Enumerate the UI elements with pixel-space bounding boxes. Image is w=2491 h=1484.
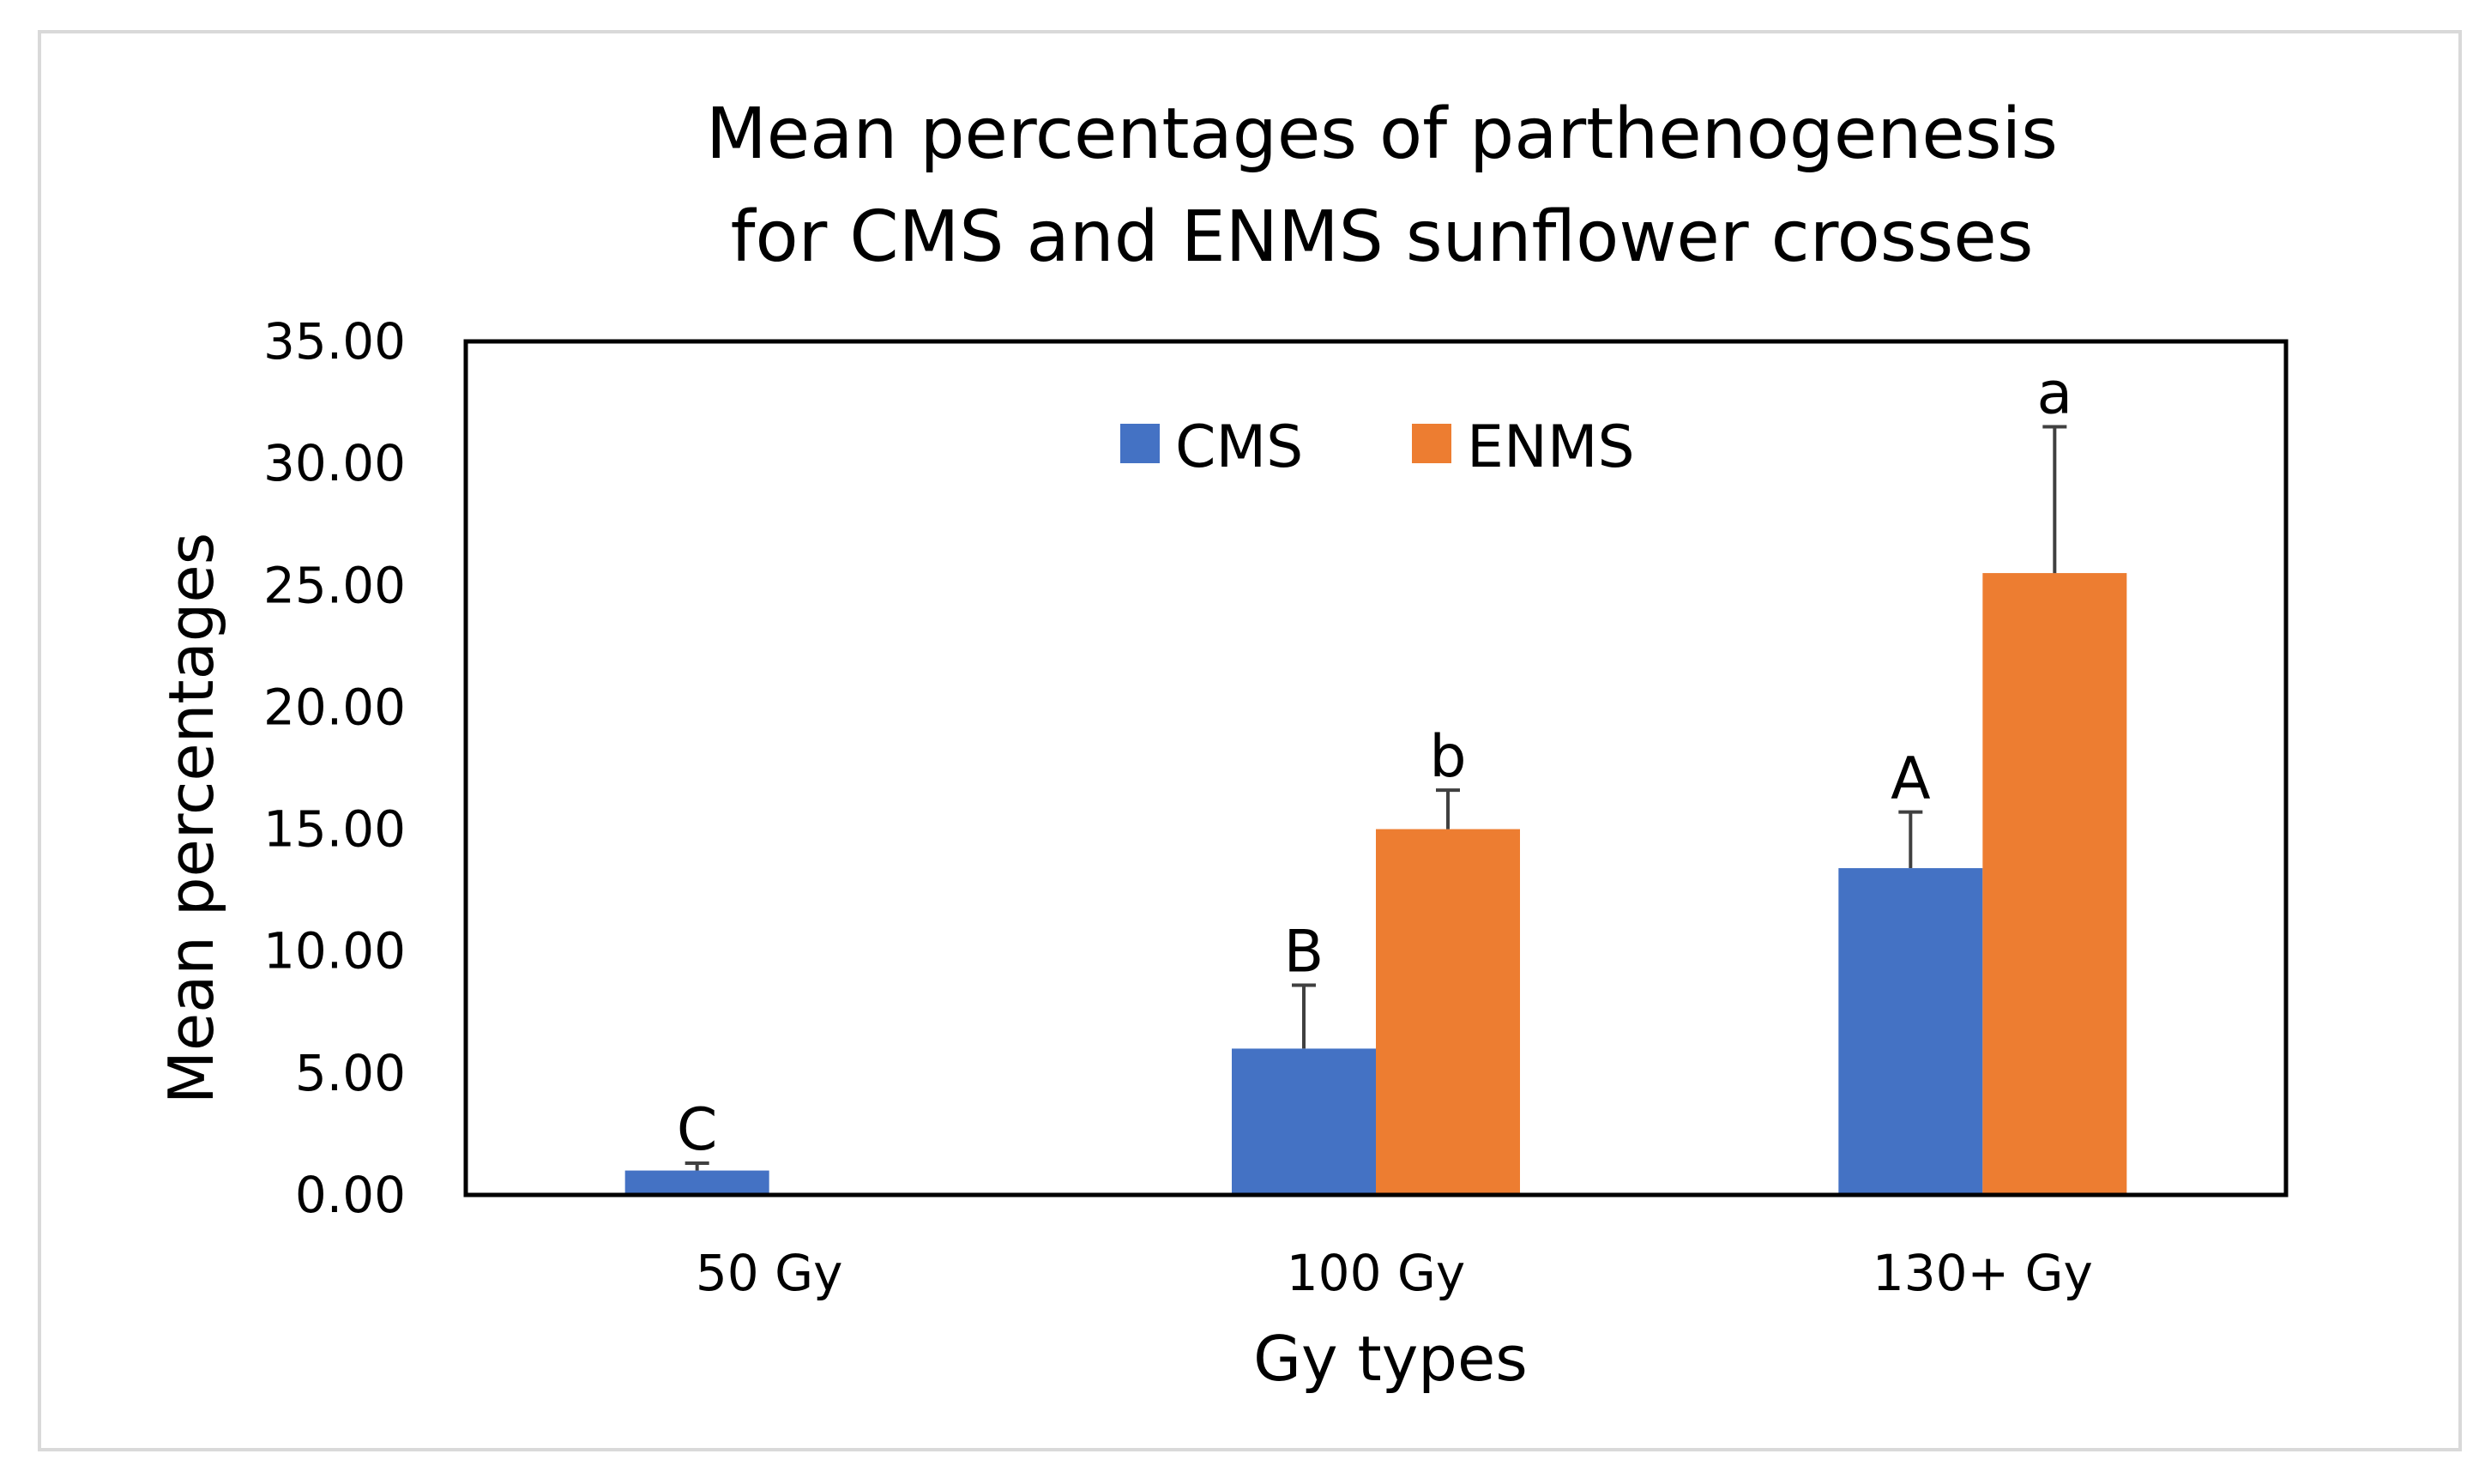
chart-title-line-1: Mean percentages of parthenogenesis xyxy=(706,94,2058,175)
y-tick-label: 20.00 xyxy=(263,678,406,736)
plot-area xyxy=(463,339,2289,1197)
bar-cms xyxy=(1232,1048,1376,1195)
bar-cms xyxy=(1838,868,1983,1195)
bar-enms xyxy=(1376,829,1520,1195)
x-tick-label: 100 Gy xyxy=(1287,1244,1465,1302)
y-axis-title: Mean percentages xyxy=(155,533,227,1104)
bar-series xyxy=(624,573,2127,1195)
legend-swatch-cms xyxy=(1120,424,1160,463)
y-tick-label: 0.00 xyxy=(295,1166,406,1224)
y-tick-label: 10.00 xyxy=(263,922,406,980)
x-axis-title: Gy types xyxy=(1253,1323,1528,1395)
y-tick-labels: 0.00 5.00 10.00 15.00 20.00 25.00 30.00 35.00 xyxy=(263,312,406,1224)
chart-title-line-2: for CMS and ENMS sunflower crosses xyxy=(731,196,2034,278)
legend-swatch-enms xyxy=(1412,424,1451,463)
significance-labels: C B Ab a xyxy=(677,360,2072,1165)
significance-label: A xyxy=(1891,745,1931,813)
y-tick-label: 30.00 xyxy=(263,434,406,492)
bar-enms xyxy=(1982,573,2127,1195)
error-bars xyxy=(685,425,2067,1171)
significance-label: a xyxy=(2036,360,2072,428)
x-tick-label: 50 Gy xyxy=(696,1244,843,1302)
y-tick-label: 15.00 xyxy=(263,800,406,859)
significance-label: B xyxy=(1284,919,1324,986)
significance-label: C xyxy=(677,1096,717,1164)
x-tick-label: 130+ Gy xyxy=(1873,1244,2093,1302)
legend: CMS ENMS xyxy=(1120,413,1635,481)
bar-cms xyxy=(624,1170,769,1195)
legend-label-enms: ENMS xyxy=(1467,413,1635,481)
y-tick-label: 35.00 xyxy=(263,312,406,371)
chart-frame: Mean percentages of parthenogenesis for … xyxy=(38,30,2462,1451)
x-tick-labels: 50 Gy 100 Gy 130+ Gy xyxy=(696,1244,2093,1302)
y-tick-label: 5.00 xyxy=(295,1044,406,1102)
bar-chart: Mean percentages of parthenogenesis for … xyxy=(155,94,2289,1395)
significance-label: b xyxy=(1429,723,1466,791)
legend-label-cms: CMS xyxy=(1175,413,1303,481)
y-tick-label: 25.00 xyxy=(263,556,406,614)
